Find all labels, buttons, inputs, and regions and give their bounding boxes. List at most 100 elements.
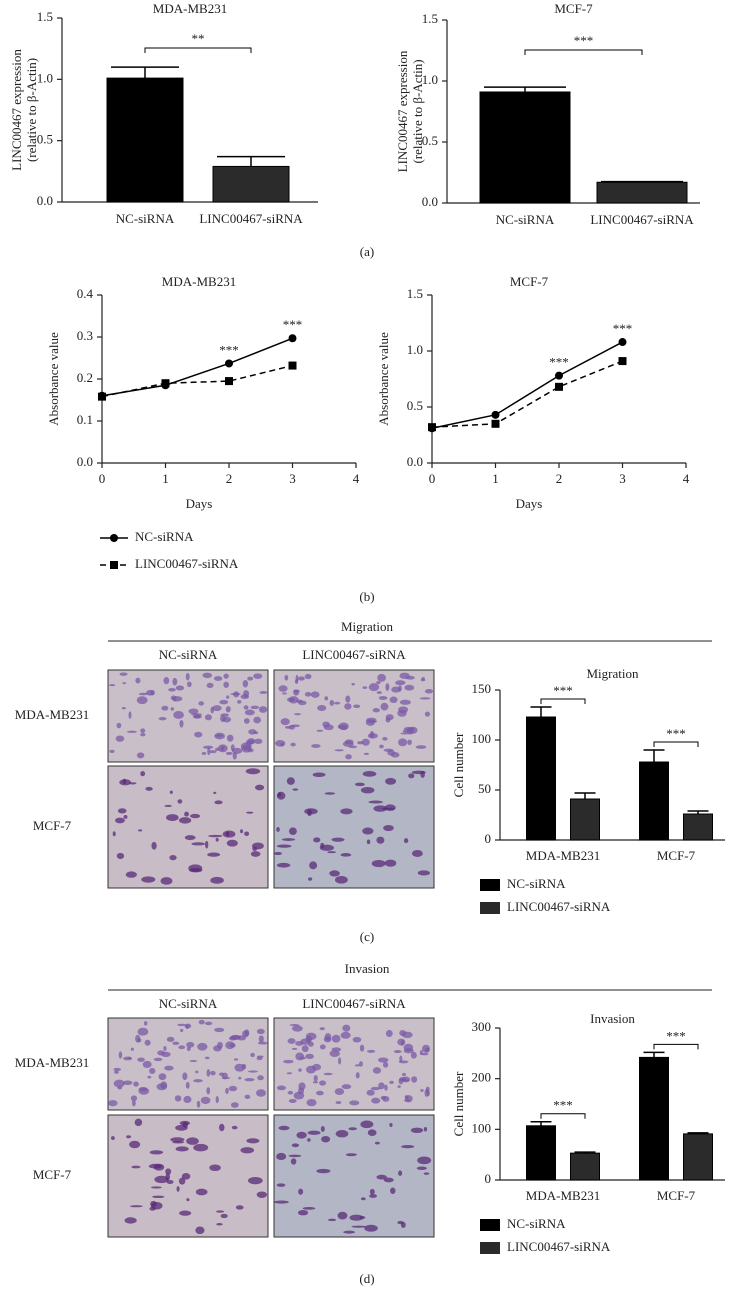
cell	[158, 1073, 167, 1081]
x-tick-label: 4	[683, 471, 690, 486]
cell	[359, 1061, 363, 1067]
cell	[372, 1067, 382, 1074]
cell	[138, 829, 143, 832]
cell	[170, 695, 177, 701]
y-tick-label: 200	[472, 1070, 492, 1085]
cell	[397, 1085, 401, 1088]
x-tick-label: 4	[353, 471, 360, 486]
cell	[276, 1152, 287, 1160]
cell	[244, 1077, 255, 1082]
cell	[220, 713, 229, 717]
line	[431, 341, 623, 430]
cell	[289, 1024, 300, 1027]
significance-label: **	[192, 31, 205, 46]
cell	[200, 1096, 211, 1105]
cell	[204, 840, 209, 849]
cell	[135, 1034, 141, 1043]
cell	[173, 699, 177, 702]
cell	[253, 673, 263, 679]
cell	[250, 705, 260, 710]
cell	[417, 1156, 432, 1165]
column-label: LINC00467-siRNA	[302, 647, 406, 662]
cell	[240, 1147, 255, 1154]
y-tick-label: 0.5	[422, 133, 438, 148]
cell	[230, 692, 241, 696]
x-tick-label: MDA-MB231	[526, 1188, 600, 1203]
cell	[399, 1055, 403, 1063]
cell	[219, 1072, 225, 1077]
cell	[201, 752, 207, 755]
x-tick-label: 2	[556, 471, 563, 486]
cell	[215, 1210, 225, 1213]
cell	[401, 1145, 415, 1149]
x-tick-label: LINC00467-siRNA	[590, 212, 694, 227]
cell	[372, 708, 380, 713]
cell	[140, 733, 146, 737]
cell	[298, 676, 305, 681]
cell	[384, 1084, 388, 1091]
cell	[126, 1135, 132, 1139]
cell	[307, 1041, 314, 1047]
legend-marker	[110, 534, 118, 542]
cell	[382, 737, 388, 741]
cell	[331, 1034, 341, 1043]
y-tick-label: 0.2	[77, 370, 93, 385]
cell	[241, 1063, 247, 1070]
cell	[290, 1158, 297, 1165]
cell	[214, 1027, 225, 1033]
cell	[185, 672, 190, 681]
legend-label: LINC00467-siRNA	[507, 1239, 611, 1254]
cell	[252, 842, 264, 850]
cell	[254, 738, 263, 744]
cell	[242, 679, 249, 688]
x-tick-label: MCF-7	[657, 848, 696, 863]
cell	[276, 1085, 287, 1091]
cell	[420, 770, 425, 778]
cell	[357, 741, 364, 745]
cell	[361, 738, 370, 746]
cell	[135, 677, 141, 684]
cell	[247, 1070, 259, 1073]
cell	[122, 682, 127, 685]
cell	[404, 1095, 409, 1100]
cell	[202, 672, 212, 679]
cell	[298, 1087, 305, 1095]
cell	[313, 837, 321, 843]
cell	[324, 696, 329, 701]
cell	[177, 1023, 186, 1027]
cell	[246, 811, 254, 814]
cell	[145, 786, 153, 791]
cell	[403, 1043, 414, 1052]
cell	[359, 1044, 365, 1052]
cell	[369, 1194, 378, 1198]
y-axis-label: Cell number	[451, 732, 466, 797]
error-bar	[530, 706, 552, 717]
panel-label: (c)	[360, 929, 374, 944]
cell	[403, 838, 409, 844]
cell	[238, 1076, 242, 1080]
cell	[225, 751, 233, 756]
cell	[402, 1072, 406, 1077]
cell	[207, 852, 221, 857]
bar	[639, 1056, 669, 1181]
y-axis-label: LINC00467 expression	[9, 49, 24, 171]
cell	[319, 1044, 326, 1050]
cell	[376, 691, 382, 695]
cell	[247, 1176, 263, 1185]
cell	[389, 1122, 393, 1128]
annotation: ***	[283, 317, 303, 332]
cell	[305, 1032, 317, 1041]
cell	[174, 1095, 182, 1102]
cell	[244, 831, 250, 836]
cell	[136, 752, 145, 759]
cell	[173, 710, 184, 719]
cell	[151, 841, 157, 850]
cell	[337, 724, 342, 729]
cell	[353, 704, 361, 708]
cell	[213, 676, 223, 681]
cell	[383, 1177, 394, 1183]
significance-bracket	[524, 49, 643, 55]
chart-title: MDA-MB231	[153, 1, 227, 16]
cell	[290, 742, 296, 747]
y-tick-label: 150	[472, 681, 492, 696]
